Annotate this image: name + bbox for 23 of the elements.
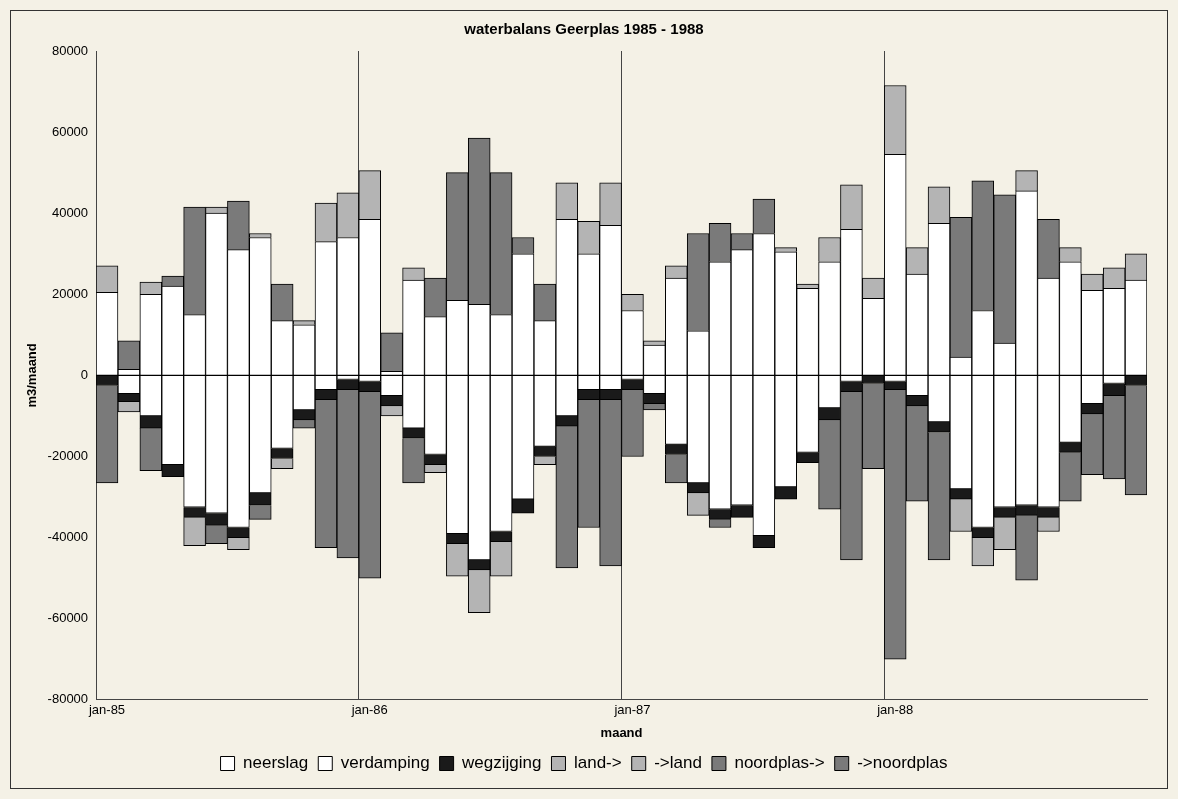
y-axis-title: m3/maand xyxy=(24,343,40,408)
y-tick-label: -20000 xyxy=(47,448,89,464)
y-tick-label: 60000 xyxy=(51,123,89,139)
legend-label: ->land xyxy=(654,753,702,773)
legend-label: verdamping xyxy=(340,753,430,773)
legend-label: wegzijging xyxy=(461,753,542,773)
chart-title: waterbalans Geerplas 1985 - 1988 xyxy=(463,20,704,38)
y-tick-label: -40000 xyxy=(47,529,89,545)
y-tick-label: 0 xyxy=(80,366,89,382)
x-tick-label: jan-86 xyxy=(350,702,388,718)
y-tick-label: 80000 xyxy=(51,42,89,58)
legend-label: ->noordplas xyxy=(857,753,948,773)
y-tick-label: 40000 xyxy=(51,204,89,220)
x-tick-label: jan-87 xyxy=(613,702,651,718)
y-tick-label: -60000 xyxy=(47,610,89,626)
y-tick-label: -80000 xyxy=(47,691,89,707)
legend-label: land-> xyxy=(573,753,622,773)
x-tick-label: jan-85 xyxy=(87,702,126,718)
x-axis-title: maand xyxy=(600,724,643,740)
legend-label: neerslag xyxy=(243,753,309,773)
x-tick-label: jan-88 xyxy=(876,702,914,718)
legend-label: noordplas-> xyxy=(734,753,825,773)
y-tick-label: 20000 xyxy=(51,285,89,301)
